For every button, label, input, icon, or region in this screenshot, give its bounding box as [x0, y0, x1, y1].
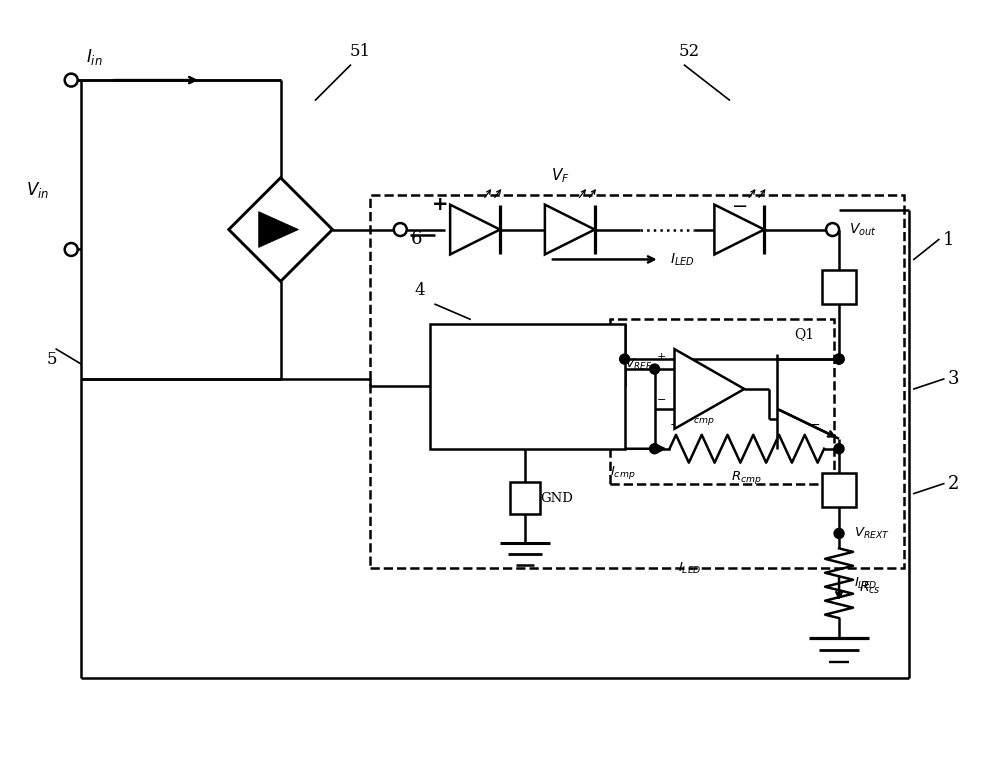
- Circle shape: [65, 243, 78, 256]
- Text: $I_{LED}$: $I_{LED}$: [854, 576, 878, 591]
- Text: +: +: [432, 195, 448, 214]
- Text: 31: 31: [702, 380, 717, 392]
- Text: 52: 52: [679, 43, 700, 60]
- Text: $V_{REF}$: $V_{REF}$: [625, 357, 652, 372]
- Text: 調整模塊: 調整模塊: [507, 379, 543, 394]
- Text: $-$: $-$: [731, 195, 747, 214]
- Bar: [430, 324, 625, 449]
- Circle shape: [650, 364, 660, 374]
- Polygon shape: [259, 212, 299, 247]
- Text: 5: 5: [46, 351, 57, 367]
- Text: $V_{in}$: $V_{in}$: [26, 180, 50, 200]
- Polygon shape: [450, 205, 500, 254]
- Text: $V_F$: $V_F$: [551, 166, 569, 184]
- Text: $V_{out}$: $V_{out}$: [849, 222, 877, 238]
- Text: 51: 51: [350, 43, 371, 60]
- Text: $R_{cs}$: $R_{cs}$: [859, 580, 881, 597]
- Text: 4: 4: [415, 282, 425, 299]
- Text: GND: GND: [540, 492, 573, 505]
- Circle shape: [650, 444, 660, 454]
- Circle shape: [834, 444, 844, 454]
- Text: 2: 2: [948, 474, 959, 493]
- Text: $V_{cmp}$: $V_{cmp}$: [684, 410, 715, 427]
- Circle shape: [826, 223, 839, 236]
- Text: Q1: Q1: [794, 327, 814, 341]
- Text: +: +: [657, 352, 666, 362]
- Circle shape: [834, 354, 844, 364]
- Circle shape: [620, 354, 630, 364]
- Text: $I_{LED}$: $I_{LED}$: [678, 561, 701, 576]
- Bar: [822, 473, 856, 506]
- Bar: [510, 482, 540, 514]
- Polygon shape: [229, 178, 332, 282]
- Text: $V_{REXT}$: $V_{REXT}$: [854, 526, 890, 541]
- Polygon shape: [545, 205, 595, 254]
- Polygon shape: [714, 205, 764, 254]
- Text: $-$: $-$: [809, 417, 820, 431]
- Text: 3: 3: [948, 370, 959, 388]
- Text: $-$: $-$: [656, 393, 667, 403]
- Polygon shape: [675, 349, 744, 429]
- Bar: [610, 320, 834, 483]
- Text: 1: 1: [943, 231, 954, 248]
- Text: $R_{cmp}$: $R_{cmp}$: [731, 468, 762, 486]
- Text: $I_{cmp}$: $I_{cmp}$: [610, 464, 635, 480]
- Circle shape: [394, 223, 407, 236]
- Circle shape: [65, 74, 78, 87]
- Bar: [822, 270, 856, 304]
- Text: $I_{LED}$: $I_{LED}$: [670, 251, 694, 268]
- Circle shape: [834, 354, 844, 364]
- Text: +: +: [669, 417, 680, 431]
- Text: $I_{in}$: $I_{in}$: [86, 47, 103, 67]
- Circle shape: [834, 528, 844, 538]
- Bar: [370, 194, 904, 568]
- Text: 6: 6: [410, 229, 422, 247]
